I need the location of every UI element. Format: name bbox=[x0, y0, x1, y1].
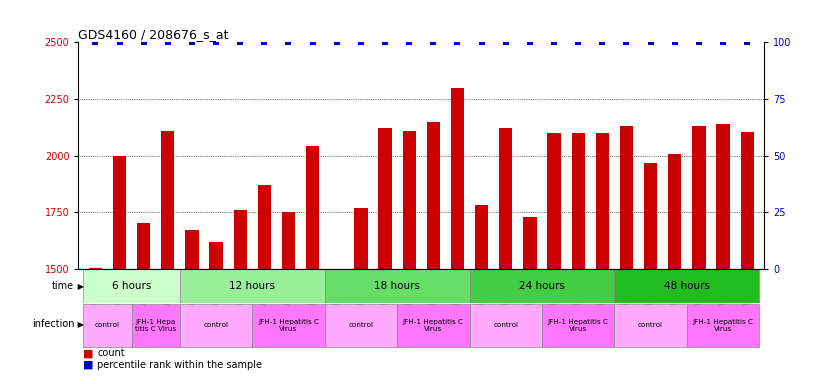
Text: ■: ■ bbox=[83, 360, 93, 370]
Bar bbox=[252, 304, 325, 347]
Text: JFH-1 Hepatitis C
Virus: JFH-1 Hepatitis C Virus bbox=[692, 319, 753, 332]
Text: JFH-1 Hepatitis C
Virus: JFH-1 Hepatitis C Virus bbox=[258, 319, 319, 332]
Point bbox=[402, 39, 415, 45]
Text: infection: infection bbox=[32, 319, 74, 329]
Text: GDS4160 / 208676_s_at: GDS4160 / 208676_s_at bbox=[78, 28, 229, 41]
Bar bbox=[306, 146, 320, 269]
Point bbox=[475, 39, 488, 45]
Bar bbox=[258, 185, 271, 269]
Bar bbox=[83, 304, 131, 347]
Point bbox=[716, 39, 729, 45]
Bar bbox=[620, 126, 633, 269]
Text: ■: ■ bbox=[83, 348, 93, 358]
Text: 12 hours: 12 hours bbox=[230, 281, 275, 291]
Bar bbox=[210, 242, 223, 269]
Bar bbox=[523, 217, 537, 269]
Text: control: control bbox=[349, 323, 373, 328]
Point bbox=[234, 39, 247, 45]
Point bbox=[451, 39, 464, 45]
Bar bbox=[741, 132, 754, 269]
Bar bbox=[325, 270, 469, 303]
Bar bbox=[572, 133, 585, 269]
Bar bbox=[475, 205, 488, 269]
Point bbox=[306, 39, 319, 45]
Bar bbox=[615, 304, 686, 347]
Bar bbox=[113, 156, 126, 269]
Point bbox=[596, 39, 609, 45]
Bar bbox=[161, 131, 174, 269]
Point bbox=[330, 39, 344, 45]
Text: JFH-1 Hepatitis C
Virus: JFH-1 Hepatitis C Virus bbox=[403, 319, 464, 332]
Bar bbox=[234, 210, 247, 269]
Point bbox=[137, 39, 150, 45]
Point bbox=[741, 39, 754, 45]
Point bbox=[88, 39, 102, 45]
Text: control: control bbox=[95, 323, 120, 328]
Bar bbox=[83, 270, 180, 303]
Text: time: time bbox=[52, 281, 74, 291]
Bar bbox=[185, 230, 198, 269]
Point bbox=[620, 39, 633, 45]
Bar bbox=[402, 131, 415, 269]
Point bbox=[282, 39, 295, 45]
Bar bbox=[469, 304, 542, 347]
Text: percentile rank within the sample: percentile rank within the sample bbox=[97, 360, 263, 370]
Point bbox=[524, 39, 537, 45]
Bar bbox=[668, 154, 681, 269]
Point bbox=[499, 39, 512, 45]
Text: count: count bbox=[97, 348, 125, 358]
Point bbox=[113, 39, 126, 45]
Text: 18 hours: 18 hours bbox=[374, 281, 420, 291]
Text: 6 hours: 6 hours bbox=[112, 281, 151, 291]
Bar bbox=[325, 304, 397, 347]
Point bbox=[354, 39, 368, 45]
Bar bbox=[499, 128, 512, 269]
Bar bbox=[397, 304, 469, 347]
Point bbox=[427, 39, 440, 45]
Point bbox=[692, 39, 705, 45]
Point bbox=[258, 39, 271, 45]
Bar bbox=[542, 304, 615, 347]
Text: 24 hours: 24 hours bbox=[519, 281, 565, 291]
Bar bbox=[451, 88, 464, 269]
Bar bbox=[716, 124, 729, 269]
Point bbox=[161, 39, 174, 45]
Text: 48 hours: 48 hours bbox=[664, 281, 710, 291]
Bar bbox=[615, 270, 759, 303]
Bar bbox=[686, 304, 759, 347]
Bar bbox=[137, 223, 150, 269]
Bar bbox=[282, 212, 295, 269]
Point bbox=[210, 39, 223, 45]
Bar bbox=[548, 133, 561, 269]
Point bbox=[644, 39, 657, 45]
Bar bbox=[692, 126, 705, 269]
Bar bbox=[378, 128, 392, 269]
Text: ▶: ▶ bbox=[75, 281, 84, 291]
Bar bbox=[354, 208, 368, 269]
Bar bbox=[88, 268, 102, 269]
Point bbox=[668, 39, 681, 45]
Bar bbox=[596, 133, 609, 269]
Point bbox=[185, 39, 198, 45]
Point bbox=[378, 39, 392, 45]
Bar bbox=[180, 304, 252, 347]
Text: JFH-1 Hepatitis C
Virus: JFH-1 Hepatitis C Virus bbox=[548, 319, 609, 332]
Bar bbox=[180, 270, 325, 303]
Text: control: control bbox=[493, 323, 518, 328]
Bar bbox=[427, 121, 440, 269]
Text: control: control bbox=[203, 323, 229, 328]
Bar bbox=[644, 164, 657, 269]
Text: JFH-1 Hepa
titis C Virus: JFH-1 Hepa titis C Virus bbox=[135, 319, 176, 332]
Bar bbox=[131, 304, 180, 347]
Text: control: control bbox=[638, 323, 663, 328]
Bar bbox=[469, 270, 615, 303]
Point bbox=[572, 39, 585, 45]
Point bbox=[548, 39, 561, 45]
Text: ▶: ▶ bbox=[75, 320, 84, 329]
